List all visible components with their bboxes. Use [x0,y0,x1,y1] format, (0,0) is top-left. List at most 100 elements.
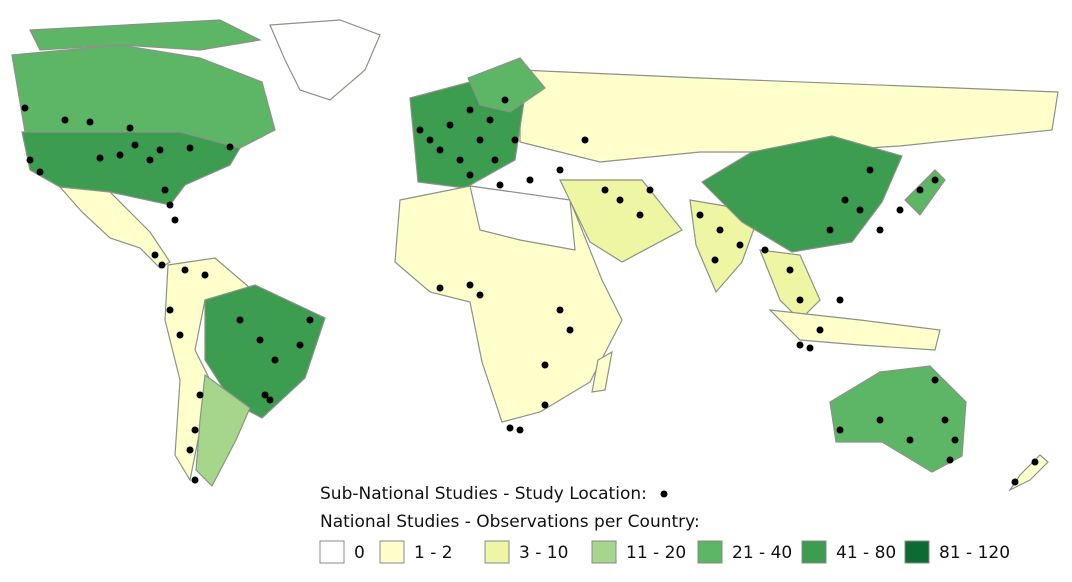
study-location [556,166,564,174]
legend-classes: 0 1 - 2 3 - 10 11 - 20 21 - 40 41 - 80 81 - 12… [319,540,1010,564]
study-location [806,344,814,352]
countries [11,19,1059,492]
study-location [476,136,484,144]
study-location [876,226,884,234]
study-location [566,326,574,334]
new-zealand [1008,454,1049,492]
study-location [906,436,914,444]
study-location [171,216,179,224]
study-location [946,456,954,464]
study-location [836,426,844,434]
study-location [466,171,474,179]
study-location [951,436,959,444]
study-location [176,331,184,339]
study-location [601,186,609,194]
study-location [126,124,134,132]
study-location [736,241,744,249]
study-location [796,296,804,304]
study-location [186,446,194,454]
legend-swatch [697,540,723,564]
study-location [271,356,279,364]
legend-point-symbol [660,490,668,498]
study-location [1031,458,1039,466]
study-location [306,316,314,324]
legend-class-label: 81 - 120 [939,543,1010,563]
study-location [931,376,939,384]
study-location [1011,478,1019,486]
study-location [296,341,304,349]
study-location [158,261,166,269]
study-location [131,141,139,149]
study-location [186,144,194,152]
study-location [501,96,509,104]
greenland [269,19,381,101]
study-location [261,391,269,399]
study-location [36,168,44,176]
study-location [166,201,174,209]
study-location [941,416,949,424]
japan [904,169,946,216]
study-location [696,211,704,219]
study-location [266,396,274,404]
legend-class-label: 41 - 80 [836,543,896,563]
middle-east [559,179,683,263]
study-location [866,166,874,174]
study-location [146,156,154,164]
study-location [166,306,174,314]
study-location [876,416,884,424]
study-location [96,154,104,162]
study-location [636,211,644,219]
study-location [916,186,924,194]
study-location [826,226,834,234]
legend-swatch [484,540,510,564]
study-location [151,251,159,259]
study-location [836,296,844,304]
study-location [21,104,29,112]
study-location [436,284,444,292]
legend-swatch [904,540,930,564]
study-location [466,106,474,114]
study-location [796,341,804,349]
study-location [416,126,424,134]
argentina [195,373,251,488]
study-location [426,136,434,144]
legend-class-title: National Studies - Observations per Coun… [320,512,700,532]
study-location [491,156,499,164]
study-location [256,336,264,344]
study-location [896,206,904,214]
study-location [61,116,69,124]
scandinavia [467,57,546,113]
china [701,135,903,253]
legend-class-label: 11 - 20 [626,543,686,563]
study-location [116,151,124,159]
study-location [556,306,564,314]
study-location [196,391,204,399]
study-location [841,196,849,204]
legend-point-label: Sub-National Studies - Study Location: [320,484,647,504]
study-location [476,291,484,299]
study-location [436,146,444,154]
study-location [716,226,724,234]
study-location [646,186,654,194]
indonesia [768,309,941,351]
legend-class-label: 3 - 10 [519,543,568,563]
legend-class-label: 21 - 40 [732,543,792,563]
study-location [456,156,464,164]
study-location [181,266,189,274]
study-location [226,143,234,151]
study-location [191,426,199,434]
study-location [511,136,519,144]
study-location [526,176,534,184]
study-location [541,401,549,409]
study-location [541,361,549,369]
study-location [86,118,94,126]
study-location [156,146,164,154]
study-location [236,316,244,324]
legend-class-label: 0 [354,543,365,563]
legend-class-label: 1 - 2 [414,543,453,563]
australia [829,365,967,473]
study-location [191,476,199,484]
study-location [931,176,939,184]
legend-swatch [319,540,345,564]
